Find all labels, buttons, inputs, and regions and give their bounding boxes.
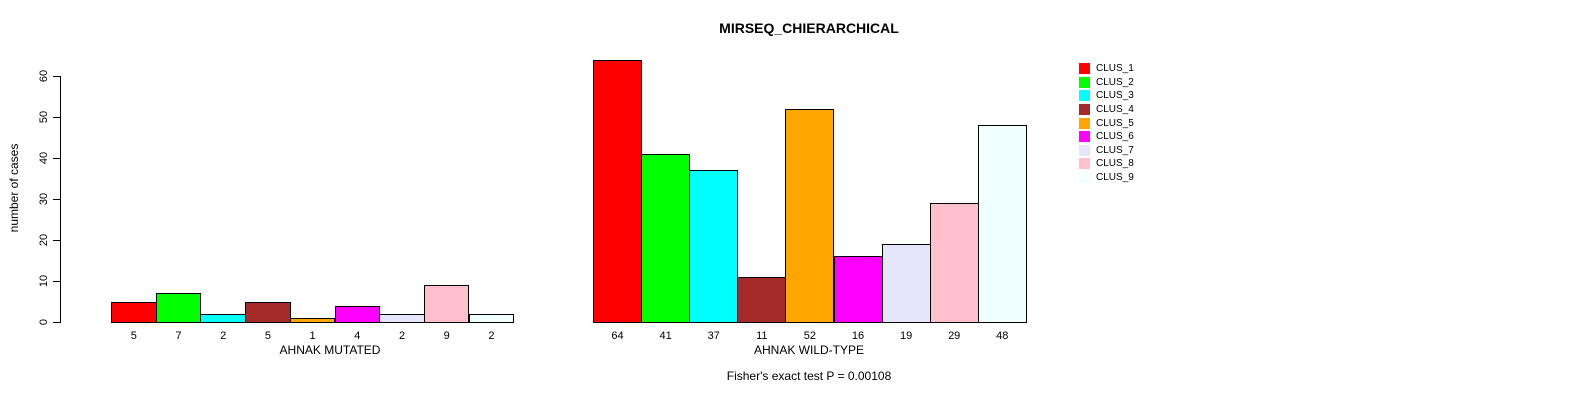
bar-value-label-clus_5-group1: 52	[803, 330, 817, 342]
bar-value-label-clus_8-group0: 9	[443, 330, 450, 342]
legend-swatch-clus_2	[1079, 76, 1090, 88]
y-axis-tick-label-20: 20	[38, 233, 50, 247]
legend-label-clus_7: CLUS_7	[1096, 144, 1134, 156]
bar-clus_3-group1	[689, 170, 739, 323]
legend-swatch-clus_4	[1079, 104, 1090, 116]
legend-entry-clus_5: CLUS_5	[1079, 116, 1134, 130]
legend-label-clus_5: CLUS_5	[1096, 117, 1134, 129]
bar-clus_5-group1	[785, 108, 835, 323]
legend-label-clus_4: CLUS_4	[1096, 104, 1134, 116]
y-axis-tick-10	[53, 281, 60, 282]
bar-clus_7-group1	[881, 244, 931, 323]
bar-clus_9-group0	[468, 313, 515, 323]
bar-clus_9-group1	[977, 125, 1027, 323]
bar-clus_4-group1	[737, 276, 787, 323]
legend-entry-clus_9: CLUS_9	[1079, 171, 1134, 185]
chart-title: MIRSEQ_CHIERARCHICAL	[719, 20, 899, 36]
bar-clus_6-group0	[334, 305, 381, 323]
legend-entry-clus_1: CLUS_1	[1079, 62, 1134, 76]
legend-swatch-clus_5	[1079, 117, 1090, 129]
bar-clus_6-group1	[833, 256, 883, 323]
legend-swatch-clus_8	[1079, 158, 1090, 170]
legend-label-clus_6: CLUS_6	[1096, 131, 1134, 143]
bar-clus_2-group1	[641, 153, 691, 323]
legend-entry-clus_6: CLUS_6	[1079, 130, 1134, 144]
x-group-label-mutated: AHNAK MUTATED	[279, 343, 381, 357]
bar-clus_2-group0	[155, 293, 202, 323]
bar-value-label-clus_1-group1: 64	[611, 330, 624, 342]
legend-entry-clus_4: CLUS_4	[1079, 103, 1134, 117]
y-axis-tick-0	[53, 322, 60, 323]
bar-value-label-clus_5-group0: 1	[309, 330, 316, 342]
y-axis-tick-label-50: 50	[38, 110, 50, 124]
bar-clus_4-group0	[245, 301, 291, 323]
bar-value-label-clus_9-group0: 2	[488, 330, 495, 342]
y-axis-tick-60	[53, 76, 60, 77]
bar-clus_1-group1	[593, 59, 642, 323]
bar-value-label-clus_6-group0: 4	[354, 330, 361, 342]
legend-label-clus_3: CLUS_3	[1096, 90, 1134, 102]
legend-entry-clus_3: CLUS_3	[1079, 89, 1134, 103]
y-axis-tick-40	[53, 158, 60, 159]
bar-value-label-clus_9-group1: 48	[996, 330, 1009, 342]
y-axis-tick-50	[53, 117, 60, 118]
bar-value-label-clus_1-group0: 5	[130, 330, 137, 342]
bar-clus_1-group0	[111, 301, 157, 323]
bar-clus_5-group0	[289, 317, 336, 323]
y-axis-tick-label-10: 10	[38, 274, 50, 288]
legend-entry-clus_8: CLUS_8	[1079, 157, 1134, 171]
legend-swatch-clus_6	[1079, 131, 1090, 143]
bar-value-label-clus_2-group1: 41	[659, 330, 672, 342]
y-axis-tick-label-40: 40	[38, 151, 50, 165]
legend-label-clus_1: CLUS_1	[1096, 63, 1134, 75]
y-axis-tick-label-30: 30	[38, 192, 50, 206]
bar-value-label-clus_4-group0: 5	[264, 330, 271, 342]
legend-swatch-clus_9	[1079, 172, 1090, 184]
legend-swatch-clus_3	[1079, 90, 1090, 102]
legend-label-clus_2: CLUS_2	[1096, 76, 1134, 88]
legend: CLUS_1 CLUS_2 CLUS_3 CLUS_4 CLUS_5 CLUS_6 CLUS…	[1079, 62, 1134, 184]
legend-entry-clus_2: CLUS_2	[1079, 76, 1134, 90]
bar-clus_3-group0	[200, 313, 246, 323]
bar-value-label-clus_3-group0: 2	[220, 330, 227, 342]
bar-value-label-clus_6-group1: 16	[851, 330, 865, 342]
x-group-label-wildtype: AHNAK WILD-TYPE	[753, 343, 865, 357]
bar-clus_8-group0	[423, 285, 470, 323]
y-axis-line	[60, 76, 61, 323]
legend-swatch-clus_7	[1079, 144, 1090, 156]
y-axis-tick-30	[53, 199, 60, 200]
legend-swatch-clus_1	[1079, 63, 1090, 75]
bar-value-label-clus_4-group1: 11	[756, 330, 768, 342]
bar-value-label-clus_7-group0: 2	[398, 330, 406, 342]
legend-entry-clus_7: CLUS_7	[1079, 144, 1134, 158]
bar-clus_8-group1	[929, 203, 979, 323]
bar-value-label-clus_3-group1: 37	[707, 330, 720, 342]
y-axis-tick-label-60: 60	[38, 69, 50, 83]
bar-value-label-clus_8-group1: 29	[948, 330, 961, 342]
y-axis-label: number of cases	[7, 143, 21, 233]
bar-value-label-clus_7-group1: 19	[899, 330, 913, 342]
bar-clus_7-group0	[379, 313, 425, 323]
y-axis-tick-20	[53, 240, 60, 241]
bar-value-label-clus_2-group0: 7	[175, 330, 182, 342]
legend-label-clus_9: CLUS_9	[1096, 172, 1134, 184]
legend-label-clus_8: CLUS_8	[1096, 158, 1134, 170]
y-axis-tick-label-0: 0	[38, 318, 50, 326]
footnote-text: Fisher's exact test P = 0.00108	[726, 369, 892, 383]
